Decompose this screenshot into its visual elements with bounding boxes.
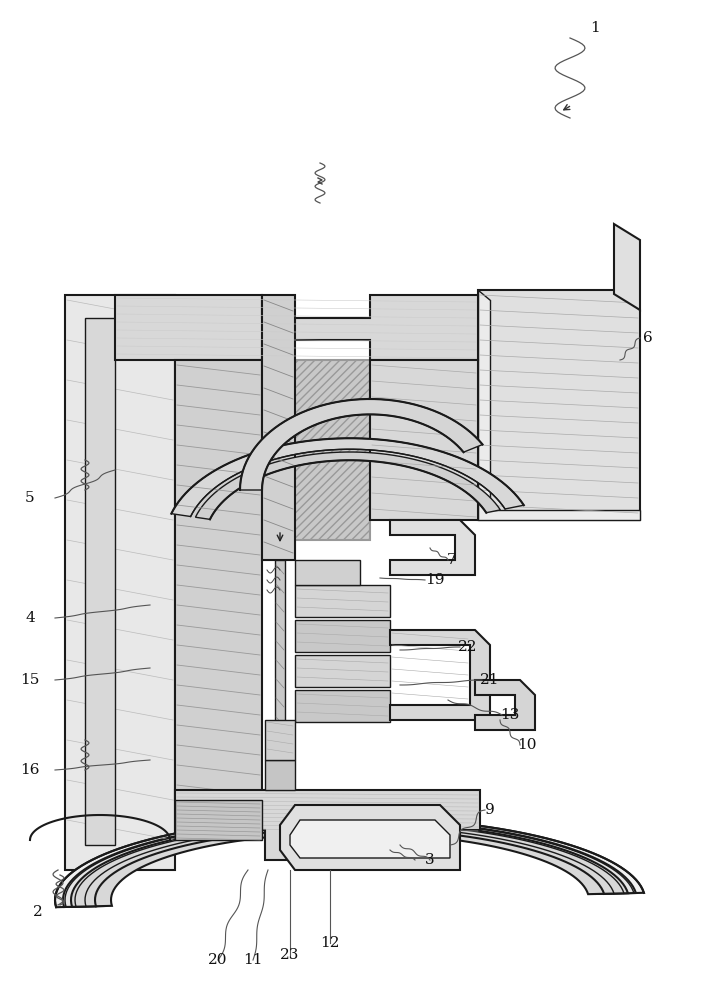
Polygon shape xyxy=(478,290,640,520)
Polygon shape xyxy=(171,438,524,517)
Text: 7: 7 xyxy=(447,553,457,567)
Text: 6: 6 xyxy=(643,331,653,345)
Polygon shape xyxy=(262,360,370,560)
Polygon shape xyxy=(240,399,482,490)
Polygon shape xyxy=(175,790,480,860)
Polygon shape xyxy=(295,690,390,722)
Polygon shape xyxy=(475,680,535,730)
Polygon shape xyxy=(370,360,478,520)
Polygon shape xyxy=(295,585,390,617)
Polygon shape xyxy=(55,817,644,907)
Text: 3: 3 xyxy=(426,853,435,867)
Polygon shape xyxy=(275,560,285,790)
Text: 1: 1 xyxy=(590,21,600,35)
Polygon shape xyxy=(280,805,460,870)
Text: 2: 2 xyxy=(33,905,43,919)
Text: 4: 4 xyxy=(25,611,35,625)
Polygon shape xyxy=(115,295,478,360)
Text: 23: 23 xyxy=(280,948,300,962)
Polygon shape xyxy=(71,822,628,907)
Polygon shape xyxy=(295,620,390,652)
Text: 9: 9 xyxy=(485,803,495,817)
Polygon shape xyxy=(478,290,640,520)
Text: 21: 21 xyxy=(480,673,500,687)
Text: 11: 11 xyxy=(243,953,263,967)
Polygon shape xyxy=(390,630,490,720)
Text: 16: 16 xyxy=(20,763,40,777)
Polygon shape xyxy=(63,820,636,907)
Polygon shape xyxy=(295,655,390,687)
Polygon shape xyxy=(295,560,360,585)
Text: 15: 15 xyxy=(20,673,40,687)
Polygon shape xyxy=(290,820,450,858)
Text: 19: 19 xyxy=(426,573,444,587)
Text: 13: 13 xyxy=(501,708,519,722)
Text: 10: 10 xyxy=(517,738,537,752)
Polygon shape xyxy=(614,224,640,310)
Text: 22: 22 xyxy=(458,640,478,654)
Text: 20: 20 xyxy=(208,953,228,967)
Polygon shape xyxy=(65,295,175,870)
Polygon shape xyxy=(265,720,295,760)
Polygon shape xyxy=(265,760,295,790)
Polygon shape xyxy=(262,295,295,560)
Polygon shape xyxy=(175,800,262,840)
Polygon shape xyxy=(85,318,115,845)
Polygon shape xyxy=(390,520,475,575)
Text: 12: 12 xyxy=(320,936,340,950)
Polygon shape xyxy=(175,360,262,800)
Text: 5: 5 xyxy=(25,491,35,505)
Polygon shape xyxy=(196,452,501,519)
